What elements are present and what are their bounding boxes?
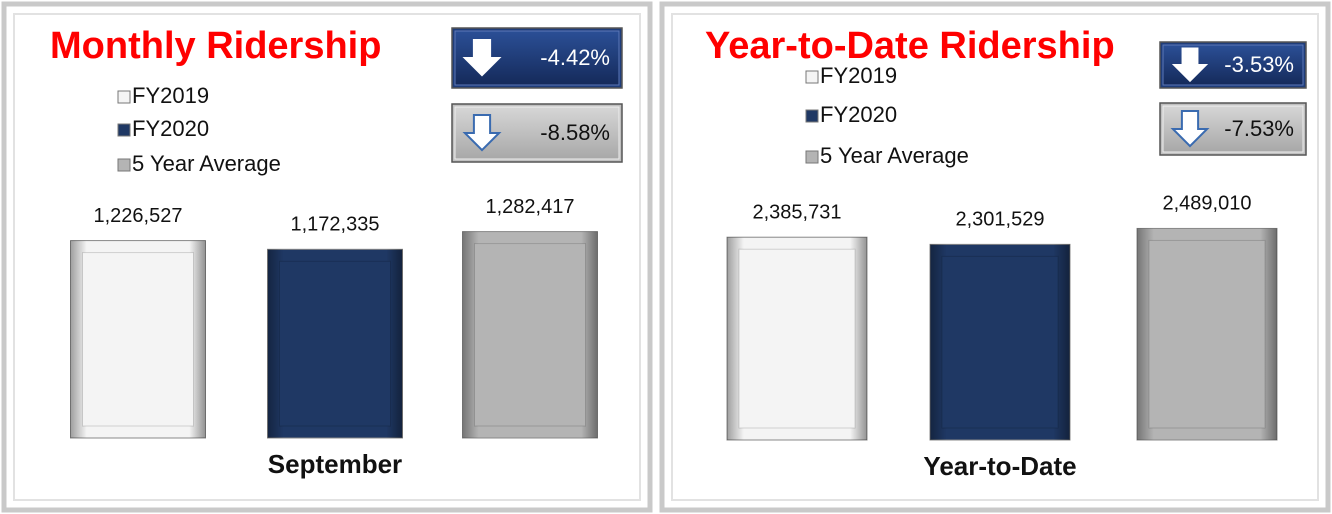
legend-label: FY2020 xyxy=(132,116,209,141)
legend-swatch xyxy=(805,109,819,123)
bar-face xyxy=(738,248,856,429)
legend-swatch xyxy=(117,90,131,104)
x-axis-label: September xyxy=(268,449,402,479)
legend-label: FY2019 xyxy=(132,83,209,108)
legend-label: FY2019 xyxy=(820,63,897,88)
legend-label: 5 Year Average xyxy=(132,151,281,176)
value-label: 1,172,335 xyxy=(291,214,380,236)
bar-face xyxy=(279,260,391,427)
down-arrow xyxy=(462,39,502,77)
bar-face xyxy=(941,255,1059,429)
legend-swatch xyxy=(117,158,131,172)
legend-label: 5 Year Average xyxy=(820,143,969,168)
change-label: -8.58% xyxy=(540,120,610,145)
panel-inner xyxy=(13,13,641,501)
legend-swatch xyxy=(117,123,131,137)
legend-label: FY2020 xyxy=(820,102,897,127)
down-arrow xyxy=(462,114,502,152)
change-label: -3.53% xyxy=(1224,52,1294,77)
chart-title: Monthly Ridership xyxy=(50,25,381,67)
panel-inner xyxy=(671,13,1319,501)
change-label: -4.42% xyxy=(540,45,610,70)
value-label: 2,301,529 xyxy=(956,209,1045,231)
bar-face xyxy=(1148,239,1266,429)
down-arrow xyxy=(1171,47,1209,83)
bar-face xyxy=(82,252,194,427)
value-label: 1,282,417 xyxy=(486,196,575,218)
value-label: 1,226,527 xyxy=(94,205,183,227)
legend-swatch xyxy=(805,150,819,164)
chart-title: Year-to-Date Ridership xyxy=(705,25,1115,67)
value-label: 2,489,010 xyxy=(1163,193,1252,215)
value-label: 2,385,731 xyxy=(753,201,842,223)
legend-swatch xyxy=(805,70,819,84)
change-label: -7.53% xyxy=(1224,116,1294,141)
bar-face xyxy=(474,243,586,427)
x-axis-label: Year-to-Date xyxy=(923,451,1076,481)
down-arrow xyxy=(1170,110,1210,148)
